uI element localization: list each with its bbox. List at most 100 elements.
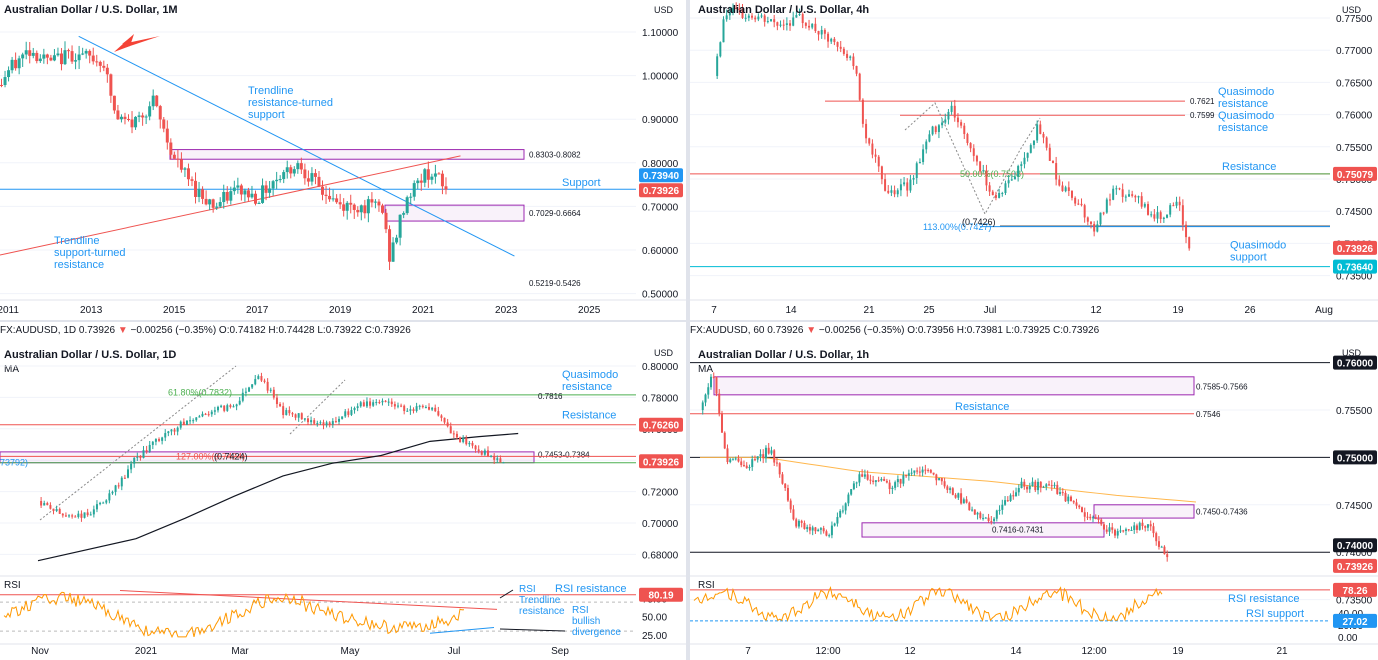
candle bbox=[842, 48, 845, 54]
candle bbox=[797, 520, 800, 527]
candle bbox=[421, 405, 424, 408]
rsi-tag-bg bbox=[639, 587, 683, 602]
candle bbox=[282, 406, 285, 415]
candle bbox=[437, 411, 440, 416]
candle bbox=[126, 469, 129, 478]
candle bbox=[707, 387, 710, 395]
candle bbox=[167, 431, 170, 434]
candle bbox=[1009, 495, 1012, 501]
open-value: 0.73956 bbox=[917, 325, 954, 336]
time-tick-label: 2023 bbox=[495, 305, 518, 316]
candle bbox=[130, 119, 134, 128]
candle bbox=[1147, 204, 1150, 215]
candle bbox=[388, 229, 392, 262]
candle bbox=[1135, 525, 1138, 530]
candle bbox=[1143, 204, 1146, 207]
candle bbox=[244, 391, 247, 393]
candle bbox=[770, 450, 773, 454]
level-label: 0.7599 bbox=[1190, 111, 1215, 120]
candle bbox=[1039, 124, 1042, 134]
candle bbox=[186, 168, 190, 180]
monthly-chart[interactable]: 1.10000 1.00000 0.90000 0.80000 0.70000 0.600… bbox=[0, 0, 686, 320]
candle bbox=[359, 402, 362, 407]
panel-divider-horizontal[interactable] bbox=[0, 320, 1378, 322]
candle bbox=[64, 515, 67, 517]
qm-label: Quasimodo resistance bbox=[1218, 86, 1274, 110]
candle bbox=[111, 491, 114, 494]
candle bbox=[306, 418, 309, 423]
candle bbox=[285, 410, 288, 415]
candle bbox=[268, 188, 272, 193]
candle bbox=[409, 196, 413, 198]
zone-0.7416-0.7431 bbox=[861, 522, 1105, 538]
candle bbox=[1042, 486, 1045, 488]
candle bbox=[1102, 212, 1105, 214]
candle bbox=[1102, 524, 1105, 530]
high-value: 0.73981 bbox=[966, 325, 1003, 336]
h4-chart[interactable]: 0.77500 0.77000 0.76500 0.76000 0.75500 0.750… bbox=[690, 0, 1378, 320]
candle bbox=[786, 487, 789, 501]
fib-label: 113.00%(0.7427) bbox=[923, 222, 991, 232]
candle bbox=[275, 179, 279, 182]
candle bbox=[803, 522, 806, 530]
candle bbox=[866, 474, 869, 480]
level-label: 0.7621 bbox=[1190, 97, 1215, 106]
candle bbox=[201, 189, 205, 199]
price-tag-bg bbox=[1333, 355, 1377, 370]
candle bbox=[1137, 196, 1140, 198]
zone-0.7453-0.7384 bbox=[0, 451, 535, 464]
candle bbox=[403, 405, 406, 412]
candle bbox=[176, 158, 180, 160]
candle bbox=[229, 405, 232, 407]
candle bbox=[1004, 500, 1007, 505]
candle bbox=[278, 179, 282, 181]
candle bbox=[874, 154, 877, 157]
daily-chart-panel[interactable]: FX:AUDUSD, 1D 0.73926 ▼ −0.00256 (−0.35%… bbox=[0, 322, 686, 660]
candle bbox=[183, 168, 187, 170]
candle bbox=[192, 420, 195, 422]
candle bbox=[119, 116, 123, 120]
candle bbox=[161, 437, 164, 441]
candle bbox=[486, 450, 489, 457]
ohlc-legend: FX:AUDUSD, 1D 0.73926 ▼ −0.00256 (−0.35%… bbox=[0, 325, 411, 336]
candle bbox=[1166, 554, 1169, 558]
candle bbox=[317, 176, 321, 187]
price-tag: 0.73926 bbox=[1337, 244, 1374, 255]
zone-label: 0.7029-0.6664 bbox=[529, 209, 581, 218]
panel-divider-vertical[interactable] bbox=[686, 0, 690, 660]
candle bbox=[865, 123, 868, 139]
candle bbox=[893, 190, 896, 195]
candle bbox=[890, 190, 893, 193]
candle bbox=[944, 119, 947, 123]
candle bbox=[973, 509, 976, 515]
candle bbox=[207, 414, 210, 416]
candle bbox=[112, 95, 116, 111]
candle bbox=[246, 190, 250, 198]
candle bbox=[1146, 524, 1149, 528]
candle bbox=[289, 167, 293, 174]
candle bbox=[1010, 179, 1013, 181]
candle bbox=[313, 173, 317, 177]
candle bbox=[225, 192, 229, 201]
hourly-chart-panel[interactable]: FX:AUDUSD, 60 0.73926 ▼ −0.00256 (−0.35%… bbox=[690, 322, 1378, 660]
candle bbox=[462, 438, 465, 442]
candle bbox=[88, 50, 92, 56]
monthly-chart-panel[interactable]: 1.10000 1.00000 0.90000 0.80000 0.70000 0.600… bbox=[0, 0, 686, 320]
candle bbox=[248, 387, 251, 392]
candle bbox=[402, 213, 406, 215]
price-tag: 0.75079 bbox=[1337, 170, 1374, 181]
h4-chart-panel[interactable]: 0.77500 0.77000 0.76500 0.76000 0.75500 0.750… bbox=[690, 0, 1378, 320]
panel-title: Australian Dollar / U.S. Dollar, 1D bbox=[4, 349, 177, 361]
zone-0.7450-0.7436 bbox=[1093, 504, 1195, 519]
candle bbox=[877, 156, 880, 167]
candle bbox=[59, 53, 63, 65]
hourly-chart[interactable]: MA 0.75500 0.75000 0.74500 0.74000 0.73500 USD… bbox=[690, 322, 1378, 660]
candle bbox=[922, 149, 925, 163]
candle bbox=[1096, 224, 1099, 232]
candle bbox=[905, 475, 908, 477]
candle bbox=[1004, 183, 1007, 194]
daily-chart[interactable]: MA0.800000.780000.760000.740000.720000.7… bbox=[0, 322, 686, 660]
candle bbox=[433, 173, 437, 177]
candle bbox=[931, 126, 934, 135]
candle bbox=[471, 442, 474, 446]
